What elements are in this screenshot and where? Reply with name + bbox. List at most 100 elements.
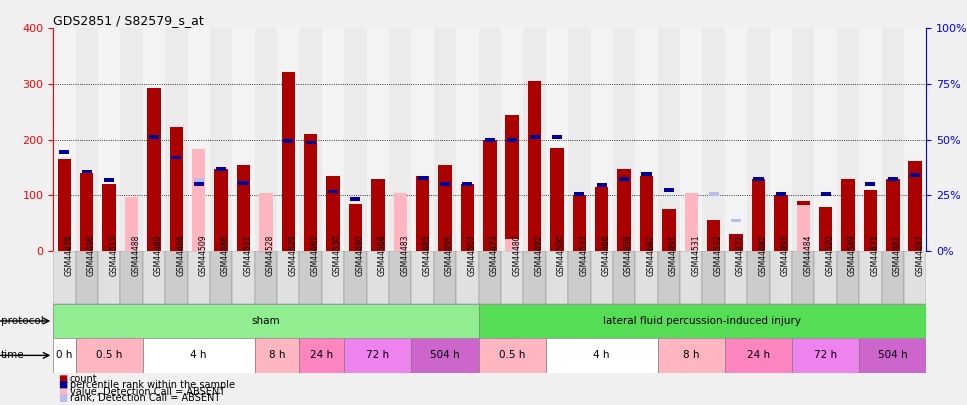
Bar	[814, 251, 836, 304]
Bar	[192, 149, 205, 251]
Text: GSM44530: GSM44530	[333, 234, 342, 276]
Text: GSM44513: GSM44513	[109, 234, 118, 276]
Bar	[456, 251, 479, 304]
Bar	[507, 138, 517, 142]
Text: rank, Detection Call = ABSENT: rank, Detection Call = ABSENT	[70, 393, 220, 403]
Bar	[75, 28, 98, 251]
Bar	[143, 251, 165, 304]
Bar	[860, 28, 882, 251]
Bar	[904, 28, 926, 251]
Text: protocol: protocol	[1, 316, 44, 326]
Bar	[821, 192, 831, 196]
Text: GSM44508: GSM44508	[378, 234, 387, 276]
Bar	[635, 251, 658, 304]
Bar	[259, 193, 273, 251]
Bar	[434, 251, 456, 304]
Text: GSM44667: GSM44667	[647, 234, 656, 276]
Bar	[53, 338, 75, 373]
Bar	[658, 28, 680, 251]
Bar	[171, 156, 182, 160]
Bar	[216, 167, 226, 171]
Bar	[366, 251, 389, 304]
Text: ■: ■	[58, 380, 68, 390]
Text: time: time	[1, 350, 24, 360]
Bar	[281, 72, 295, 251]
Bar	[460, 184, 474, 251]
Bar	[702, 28, 725, 251]
Bar	[232, 251, 254, 304]
Bar	[530, 135, 540, 139]
Bar	[80, 173, 94, 251]
Bar	[215, 168, 228, 251]
Text: GSM44489: GSM44489	[154, 234, 162, 276]
Bar	[188, 251, 210, 304]
Text: GSM44484: GSM44484	[804, 234, 812, 276]
Bar	[836, 251, 860, 304]
Bar	[125, 196, 138, 251]
Bar	[595, 187, 608, 251]
Bar	[456, 28, 479, 251]
Bar	[232, 28, 254, 251]
Text: 504 h: 504 h	[878, 350, 908, 360]
Bar	[792, 251, 814, 304]
Bar	[165, 251, 188, 304]
Bar	[501, 28, 523, 251]
Bar	[747, 28, 770, 251]
Text: GSM44471: GSM44471	[870, 234, 879, 276]
Text: 24 h: 24 h	[310, 350, 334, 360]
Bar	[860, 338, 926, 373]
Bar	[814, 28, 836, 251]
Text: GSM44483: GSM44483	[400, 234, 409, 276]
Bar	[411, 338, 479, 373]
Bar	[545, 28, 569, 251]
Bar	[344, 251, 366, 304]
Bar	[888, 177, 897, 181]
Bar	[910, 173, 921, 177]
Bar	[751, 179, 765, 251]
Bar	[597, 183, 606, 188]
Bar	[882, 28, 904, 251]
Text: 72 h: 72 h	[814, 350, 837, 360]
Text: GSM44494: GSM44494	[176, 234, 186, 276]
Text: 504 h: 504 h	[430, 350, 460, 360]
Bar	[729, 234, 743, 251]
Bar	[147, 88, 161, 251]
Bar	[619, 177, 630, 181]
Text: GSM44549: GSM44549	[848, 234, 857, 276]
Text: GDS2851 / S82579_s_at: GDS2851 / S82579_s_at	[53, 14, 204, 27]
Bar	[775, 195, 787, 251]
Bar	[344, 338, 411, 373]
Bar	[747, 251, 770, 304]
Text: 72 h: 72 h	[366, 350, 390, 360]
Bar	[680, 28, 702, 251]
Text: GSM44466: GSM44466	[601, 234, 611, 276]
Text: GSM44500: GSM44500	[557, 234, 566, 276]
Text: GSM44490: GSM44490	[356, 234, 365, 276]
Text: GSM44473: GSM44473	[489, 234, 499, 276]
Text: GSM44497: GSM44497	[915, 234, 924, 276]
Bar	[75, 251, 98, 304]
Text: GSM44467: GSM44467	[310, 234, 320, 276]
Bar	[617, 168, 630, 251]
Bar	[328, 190, 338, 194]
Bar	[776, 192, 786, 196]
Bar	[416, 176, 429, 251]
Text: 4 h: 4 h	[190, 350, 207, 360]
Bar	[462, 182, 473, 186]
Bar	[479, 304, 926, 338]
Bar	[98, 28, 120, 251]
Bar	[149, 135, 159, 139]
Bar	[59, 150, 70, 154]
Bar	[389, 28, 411, 251]
Bar	[418, 176, 427, 179]
Bar	[574, 192, 584, 196]
Bar	[283, 139, 293, 143]
Bar	[501, 251, 523, 304]
Bar	[259, 193, 273, 251]
Bar	[865, 182, 875, 186]
Text: GSM44533: GSM44533	[579, 234, 588, 276]
Bar	[254, 251, 278, 304]
Bar	[641, 172, 652, 176]
Bar	[53, 28, 75, 251]
Bar	[797, 201, 810, 251]
